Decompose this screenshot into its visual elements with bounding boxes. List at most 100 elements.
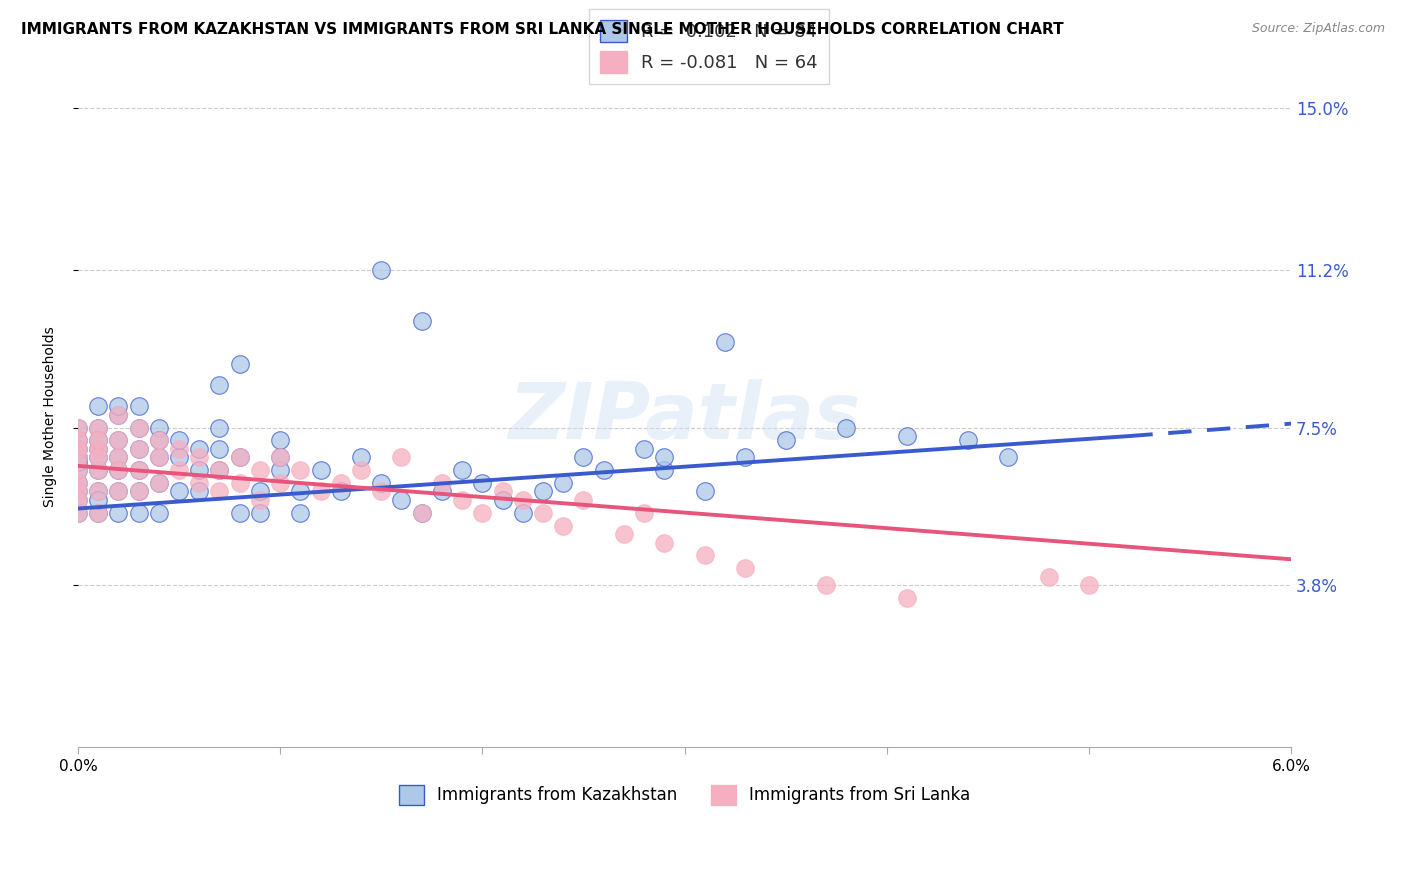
- Text: IMMIGRANTS FROM KAZAKHSTAN VS IMMIGRANTS FROM SRI LANKA SINGLE MOTHER HOUSEHOLDS: IMMIGRANTS FROM KAZAKHSTAN VS IMMIGRANTS…: [21, 22, 1064, 37]
- Point: [309, 463, 332, 477]
- Point: [128, 463, 150, 477]
- Point: [208, 377, 231, 392]
- Text: Source: ZipAtlas.com: Source: ZipAtlas.com: [1251, 22, 1385, 36]
- Point: [87, 434, 110, 448]
- Point: [128, 442, 150, 456]
- Point: [269, 450, 291, 465]
- Point: [329, 475, 352, 490]
- Point: [167, 434, 190, 448]
- Point: [734, 450, 756, 465]
- Point: [66, 463, 89, 477]
- Point: [228, 450, 250, 465]
- Point: [87, 506, 110, 520]
- Point: [107, 408, 129, 422]
- Point: [572, 450, 595, 465]
- Point: [128, 506, 150, 520]
- Point: [228, 357, 250, 371]
- Point: [1078, 578, 1101, 592]
- Point: [553, 518, 575, 533]
- Point: [87, 450, 110, 465]
- Point: [66, 450, 89, 465]
- Point: [370, 484, 392, 499]
- Point: [87, 463, 110, 477]
- Point: [188, 442, 211, 456]
- Point: [128, 442, 150, 456]
- Point: [148, 434, 170, 448]
- Point: [430, 475, 453, 490]
- Point: [87, 484, 110, 499]
- Point: [128, 484, 150, 499]
- Point: [107, 484, 129, 499]
- Point: [228, 475, 250, 490]
- Point: [290, 506, 312, 520]
- Point: [167, 450, 190, 465]
- Point: [148, 475, 170, 490]
- Point: [654, 463, 676, 477]
- Point: [87, 450, 110, 465]
- Point: [290, 484, 312, 499]
- Point: [66, 484, 89, 499]
- Point: [66, 434, 89, 448]
- Point: [66, 506, 89, 520]
- Point: [835, 420, 858, 434]
- Point: [148, 420, 170, 434]
- Point: [633, 506, 655, 520]
- Point: [87, 506, 110, 520]
- Point: [66, 506, 89, 520]
- Point: [208, 463, 231, 477]
- Point: [107, 434, 129, 448]
- Point: [1038, 570, 1060, 584]
- Point: [512, 493, 534, 508]
- Point: [228, 450, 250, 465]
- Point: [471, 475, 494, 490]
- Point: [693, 484, 716, 499]
- Point: [87, 420, 110, 434]
- Point: [167, 463, 190, 477]
- Point: [734, 561, 756, 575]
- Point: [654, 535, 676, 549]
- Point: [654, 450, 676, 465]
- Point: [188, 475, 211, 490]
- Point: [572, 493, 595, 508]
- Point: [87, 463, 110, 477]
- Point: [451, 463, 474, 477]
- Point: [66, 484, 89, 499]
- Point: [249, 463, 271, 477]
- Point: [714, 335, 737, 350]
- Point: [370, 262, 392, 277]
- Point: [430, 484, 453, 499]
- Point: [148, 450, 170, 465]
- Point: [531, 484, 554, 499]
- Point: [290, 463, 312, 477]
- Point: [107, 434, 129, 448]
- Point: [66, 463, 89, 477]
- Point: [87, 484, 110, 499]
- Point: [815, 578, 838, 592]
- Point: [107, 463, 129, 477]
- Point: [391, 493, 413, 508]
- Point: [128, 420, 150, 434]
- Point: [350, 450, 373, 465]
- Point: [148, 434, 170, 448]
- Point: [269, 475, 291, 490]
- Point: [188, 484, 211, 499]
- Point: [693, 549, 716, 563]
- Point: [87, 442, 110, 456]
- Point: [956, 434, 979, 448]
- Point: [66, 493, 89, 508]
- Point: [66, 475, 89, 490]
- Point: [269, 463, 291, 477]
- Point: [66, 493, 89, 508]
- Point: [167, 484, 190, 499]
- Point: [491, 484, 513, 499]
- Point: [66, 455, 89, 469]
- Point: [107, 463, 129, 477]
- Text: ZIPatlas: ZIPatlas: [509, 379, 860, 455]
- Point: [391, 450, 413, 465]
- Point: [128, 484, 150, 499]
- Point: [148, 475, 170, 490]
- Point: [512, 506, 534, 520]
- Point: [896, 591, 918, 606]
- Legend: Immigrants from Kazakhstan, Immigrants from Sri Lanka: Immigrants from Kazakhstan, Immigrants f…: [392, 778, 977, 812]
- Point: [107, 484, 129, 499]
